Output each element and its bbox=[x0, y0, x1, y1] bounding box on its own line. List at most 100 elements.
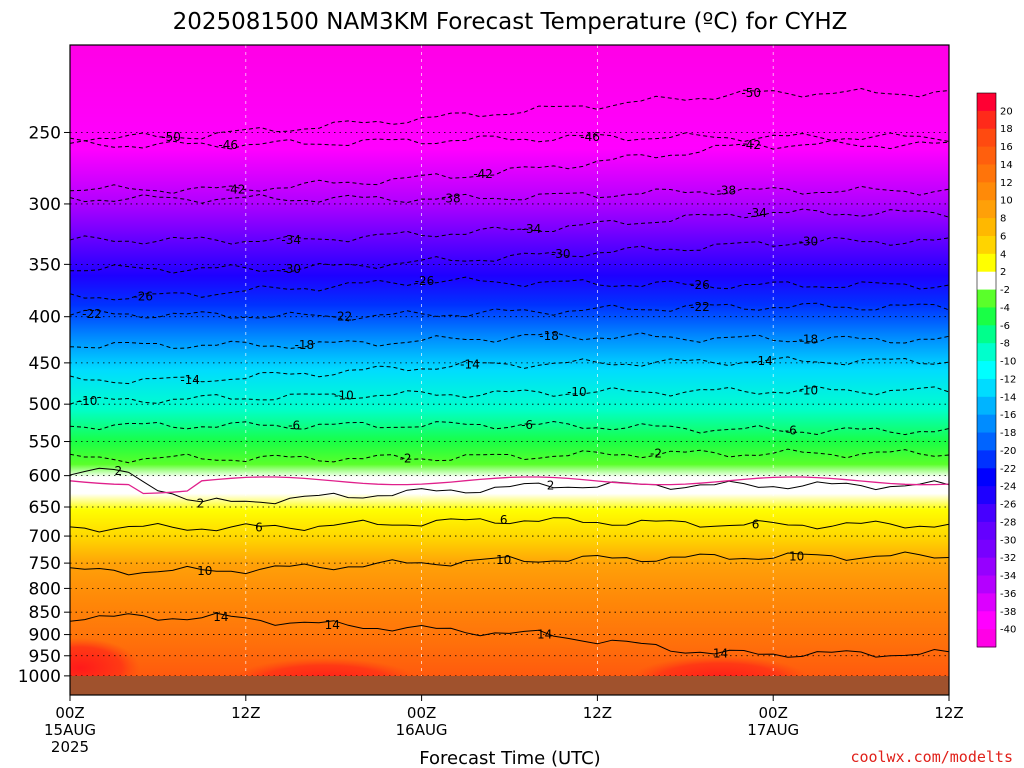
contour-label: -18 bbox=[799, 333, 819, 347]
contour-label: 10 bbox=[496, 553, 511, 567]
contour-label: -34 bbox=[747, 206, 767, 220]
contour-label: -42 bbox=[473, 167, 493, 181]
contour-label: -10 bbox=[78, 394, 98, 408]
x-tick-label: 00Z bbox=[759, 704, 788, 722]
colorbar-label: 20 bbox=[1000, 106, 1013, 117]
colorbar-swatch bbox=[977, 450, 996, 469]
colorbar-label: -12 bbox=[1000, 374, 1016, 385]
colorbar-label: 12 bbox=[1000, 178, 1013, 189]
colorbar-swatch bbox=[977, 414, 996, 434]
contour-label: 14 bbox=[537, 628, 552, 642]
colorbar: 20 18 16 14 12 10 8 6 4 2 -2 -4 -6 -8 -10 -12 -14 -16 -18 -… bbox=[976, 92, 1016, 648]
colorbar-swatch bbox=[977, 93, 996, 112]
colorbar-swatch bbox=[977, 629, 996, 648]
colorbar-label: -26 bbox=[1000, 500, 1016, 511]
x-tick-label: 12Z bbox=[934, 704, 963, 722]
colorbar-swatch bbox=[977, 557, 996, 577]
contour-line bbox=[70, 132, 949, 150]
x-tick-label: 00Z bbox=[55, 704, 84, 722]
colorbar-label: -32 bbox=[1000, 553, 1016, 564]
colorbar-label: 10 bbox=[1000, 196, 1013, 207]
contour-label: -30 bbox=[551, 247, 571, 261]
contour-line bbox=[70, 185, 949, 204]
colorbar-label: 18 bbox=[1000, 124, 1013, 135]
contour-label: 10 bbox=[789, 549, 804, 563]
colorbar-swatch bbox=[977, 128, 996, 148]
contour-label: -6 bbox=[521, 418, 533, 432]
contour-label: -10 bbox=[334, 388, 354, 402]
x-axis-label: Forecast Time (UTC) bbox=[419, 748, 600, 768]
y-tick-label: 650 bbox=[29, 498, 61, 518]
colorbar-swatch bbox=[977, 611, 996, 630]
x-tick-year: 2025 bbox=[51, 738, 89, 756]
contour-label: 14 bbox=[713, 647, 728, 661]
colorbar-swatch bbox=[977, 271, 996, 291]
colorbar-swatch bbox=[977, 325, 996, 344]
y-axis: 250 300 350 400 450 500 550 600 650 700 750 800 850 9… bbox=[18, 123, 70, 687]
contour-line bbox=[70, 612, 949, 658]
colorbar-swatch bbox=[977, 539, 996, 559]
colorbar-swatch bbox=[977, 486, 996, 505]
colorbar-label: -16 bbox=[1000, 410, 1016, 421]
freezing-line bbox=[70, 476, 949, 495]
contour-label: -42 bbox=[226, 182, 246, 196]
colorbar-label: -36 bbox=[1000, 589, 1016, 600]
colorbar-swatch bbox=[977, 593, 996, 612]
colorbar-swatch bbox=[977, 432, 996, 451]
contour-line bbox=[70, 467, 949, 505]
colorbar-label: -38 bbox=[1000, 607, 1016, 618]
contour-line bbox=[70, 517, 949, 533]
contour-lines bbox=[70, 87, 949, 658]
y-tick-label: 450 bbox=[29, 354, 61, 374]
colorbar-label: -4 bbox=[1000, 303, 1010, 314]
colorbar-swatch bbox=[977, 504, 996, 523]
contour-line bbox=[70, 448, 949, 464]
contour-label: -14 bbox=[753, 354, 773, 368]
colorbar-label: 6 bbox=[1000, 231, 1006, 242]
colorbar-label: -34 bbox=[1000, 571, 1016, 582]
x-tick-date: 15AUG bbox=[44, 721, 96, 739]
x-tick-label: 12Z bbox=[583, 704, 612, 722]
contour-line bbox=[70, 139, 949, 195]
colorbar-swatch bbox=[977, 575, 996, 594]
y-tick-label: 700 bbox=[29, 527, 61, 547]
contour-label: -22 bbox=[333, 310, 353, 324]
contour-label: -34 bbox=[281, 233, 301, 247]
contour-line bbox=[70, 87, 949, 142]
colorbar-label: -20 bbox=[1000, 446, 1016, 457]
colorbar-label: -30 bbox=[1000, 535, 1016, 546]
x-tick-date: 16AUG bbox=[396, 721, 448, 739]
colorbar-swatch bbox=[977, 378, 996, 398]
gridlines bbox=[70, 45, 949, 695]
contour-line bbox=[70, 551, 949, 576]
contour-labels: -50 -46 -46 -42 -50 -42 -42 -38 -38 -34 -34 -34 -30 -… bbox=[78, 86, 818, 661]
colorbar-label: -22 bbox=[1000, 464, 1016, 475]
contour-label: -14 bbox=[180, 373, 200, 387]
contour-label: 2 bbox=[115, 464, 123, 478]
contour-label: -2 bbox=[400, 451, 412, 465]
contour-label: -50 bbox=[161, 130, 181, 144]
contour-label: -22 bbox=[82, 307, 102, 321]
colorbar-label: -14 bbox=[1000, 392, 1016, 403]
contour-label: -6 bbox=[288, 419, 300, 433]
colorbar-swatch bbox=[977, 289, 996, 308]
colorbar-swatch bbox=[977, 361, 996, 380]
y-tick-label: 250 bbox=[29, 123, 61, 143]
y-tick-label: 900 bbox=[29, 626, 61, 646]
contour-label: 6 bbox=[500, 513, 508, 527]
contour-label: -10 bbox=[567, 385, 587, 399]
y-tick-label: 550 bbox=[29, 433, 61, 453]
contour-label: -26 bbox=[690, 278, 710, 292]
contour-label: -30 bbox=[281, 262, 301, 276]
y-tick-label: 750 bbox=[29, 554, 61, 574]
colorbar-label: -10 bbox=[1000, 357, 1016, 368]
credit-link[interactable]: coolwx.com/modelts bbox=[850, 748, 1013, 766]
contour-label: 14 bbox=[213, 610, 228, 624]
x-tick-label: 12Z bbox=[231, 704, 260, 722]
colorbar-label: -28 bbox=[1000, 517, 1016, 528]
colorbar-swatch bbox=[977, 521, 996, 541]
y-tick-label: 850 bbox=[29, 603, 61, 623]
colorbar-swatch bbox=[977, 110, 996, 130]
x-tick-label: 00Z bbox=[407, 704, 436, 722]
